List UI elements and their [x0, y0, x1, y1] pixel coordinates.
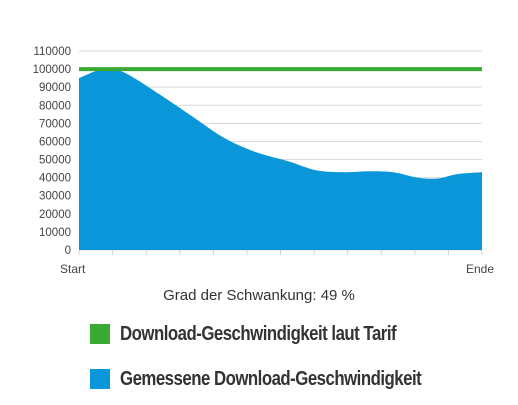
x-tick-end: Ende	[466, 262, 495, 276]
series-layer	[79, 67, 482, 250]
y-tick-label: 40000	[39, 173, 71, 185]
y-tick-label: 90000	[39, 82, 71, 94]
legend-item-measured-speed: Gemessene Download-Geschwindigkeit	[90, 367, 479, 391]
y-tick-label: 70000	[39, 118, 71, 130]
y-tick-label: 10000	[39, 227, 71, 239]
legend-item-tariff-speed: Download-Geschwindigkeit laut Tarif	[90, 322, 449, 346]
legend-label-tariff: Download-Geschwindigkeit laut Tarif	[120, 322, 397, 345]
y-tick-label: 50000	[39, 155, 71, 167]
variation-caption: Grad der Schwankung: 49 %	[163, 287, 355, 304]
speed-chart: 0 10000 20000 30000 40000 50000 60000 70000 8000…	[33, 46, 483, 257]
y-axis-ticks: 0 10000 20000 30000 40000 50000 60000 70000 8000…	[33, 46, 71, 257]
y-tick-label: 100000	[33, 64, 71, 76]
legend-label-measured: Gemessene Download-Geschwindigkeit	[120, 367, 422, 390]
y-tick-label: 20000	[39, 209, 71, 221]
legend-swatch-blue	[90, 369, 110, 389]
y-tick-label: 110000	[33, 46, 71, 58]
y-tick-label: 30000	[39, 191, 71, 203]
y-tick-label: 60000	[39, 136, 71, 148]
y-tick-label: 0	[65, 245, 71, 257]
x-tick-start: Start	[60, 262, 86, 276]
measured-speed-area	[79, 68, 482, 250]
legend-swatch-green	[90, 324, 110, 344]
y-tick-label: 80000	[39, 100, 71, 112]
